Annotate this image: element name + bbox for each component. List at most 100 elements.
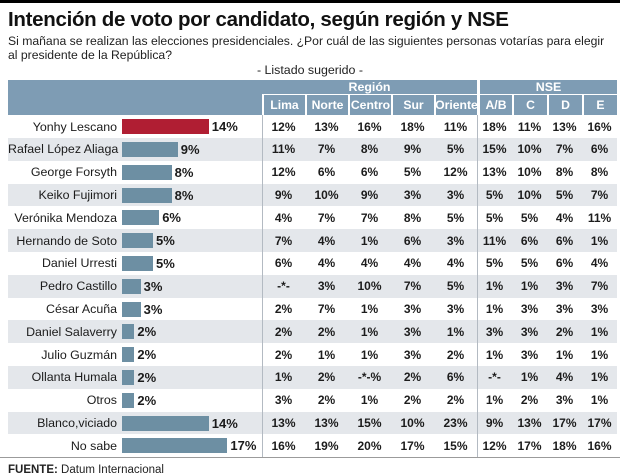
candidate-name: Daniel Salaverry xyxy=(26,324,117,339)
vote-value: 6% xyxy=(162,210,181,226)
candidate-name: César Acuña xyxy=(46,302,117,317)
vote-value: 5% xyxy=(156,255,175,271)
region-cell: 12% xyxy=(443,165,468,180)
nse-cell: 6% xyxy=(555,256,574,271)
nse-cell: 16% xyxy=(587,438,612,453)
bar-cell: 3% xyxy=(122,298,262,321)
vote-bar xyxy=(122,415,209,431)
table-row: Pedro Castillo 3% -*- 3% 10% 7% 5% 1% 1% 3% 7% xyxy=(8,274,617,298)
nse-cell: 11% xyxy=(482,233,507,248)
divider-region xyxy=(262,115,263,458)
candidate-name: Pedro Castillo xyxy=(39,279,117,294)
vote-bar xyxy=(122,392,135,408)
column-header-nse-d: D xyxy=(547,95,582,116)
region-cell: 2% xyxy=(317,393,336,408)
bar-cell: 14% xyxy=(122,115,262,138)
vote-bar xyxy=(122,119,209,135)
nse-cell: 1% xyxy=(590,324,609,339)
nse-cell: 7% xyxy=(590,188,609,203)
nse-cell: 11% xyxy=(517,119,542,134)
region-cell: 6% xyxy=(403,233,422,248)
vote-value: 8% xyxy=(174,164,194,180)
region-cell: 4% xyxy=(403,256,422,271)
page-title: Intención de voto por candidato, según r… xyxy=(8,8,509,31)
region-cell: 3% xyxy=(274,393,293,408)
region-cell: 1% xyxy=(274,370,293,385)
source-label: FUENTE: xyxy=(8,464,58,476)
vote-value: 9% xyxy=(180,141,200,157)
footer-divider xyxy=(0,457,620,459)
region-cell: 2% xyxy=(446,347,465,362)
table-body: Yonhy Lescano 14% 12% 13% 16% 18% 11% 18% 11% 13%… xyxy=(8,115,617,458)
column-header-region-lima: Lima xyxy=(262,95,305,116)
region-cell: 7% xyxy=(403,279,422,294)
table-row: Rafael López Aliaga 9% 11% 7% 8% 9% 5% 15% 10% 7%… xyxy=(8,138,617,161)
region-cell: 8% xyxy=(360,142,379,157)
nse-cell: 6% xyxy=(555,233,574,248)
nse-cell: 10% xyxy=(517,165,542,180)
bar-cell: 8% xyxy=(122,161,262,184)
table-row: César Acuña 3% 2% 7% 1% 3% 3% 1% 3% 3% 3% xyxy=(8,298,617,321)
nse-cell: 18% xyxy=(482,119,507,134)
candidate-name: Blanco,viciado xyxy=(37,416,117,431)
region-cell: 6% xyxy=(274,256,293,271)
nse-cell: 12% xyxy=(482,438,507,453)
region-cell: 10% xyxy=(400,416,425,431)
nse-cell: 2% xyxy=(555,324,574,339)
bar-cell: 2% xyxy=(122,366,262,389)
region-cell: 3% xyxy=(446,302,465,317)
nse-cell: 5% xyxy=(555,188,574,203)
nse-cell: 1% xyxy=(590,347,609,362)
candidate-name: Keiko Fujimori xyxy=(38,188,118,203)
region-cell: 2% xyxy=(403,370,422,385)
vote-value: 14% xyxy=(211,415,238,431)
nse-cell: 17% xyxy=(517,438,542,453)
header-group-region: Región xyxy=(262,80,477,96)
nse-cell: 1% xyxy=(555,347,574,362)
region-cell: 13% xyxy=(314,119,339,134)
region-cell: 12% xyxy=(271,119,296,134)
region-cell: 2% xyxy=(274,302,293,317)
region-cell: 5% xyxy=(403,165,422,180)
nse-cell: 1% xyxy=(520,370,539,385)
region-cell: 11% xyxy=(271,142,296,157)
region-cell: 4% xyxy=(274,210,293,225)
vote-bar xyxy=(122,278,141,294)
bar-cell: 5% xyxy=(122,229,262,252)
vote-bar xyxy=(122,347,135,363)
bar-cell: 14% xyxy=(122,412,262,435)
region-cell: 1% xyxy=(360,233,379,248)
region-cell: 4% xyxy=(317,256,336,271)
region-cell: 19% xyxy=(314,438,339,453)
candidate-name: Daniel Urresti xyxy=(41,256,117,271)
region-cell: 4% xyxy=(317,233,336,248)
nse-cell: 1% xyxy=(485,279,504,294)
nse-cell: 1% xyxy=(485,302,504,317)
region-cell: 16% xyxy=(357,119,382,134)
nse-cell: 4% xyxy=(590,256,609,271)
nse-cell: 18% xyxy=(552,438,577,453)
column-header-region-sur: Sur xyxy=(391,95,434,116)
candidate-name: Rafael López Aliaga xyxy=(8,142,119,157)
table-row: Daniel Urresti 5% 6% 4% 4% 4% 4% 5% 5% 6% 4% xyxy=(8,252,617,275)
bar-cell: 3% xyxy=(122,275,262,298)
region-cell: 1% xyxy=(360,393,379,408)
region-cell: 2% xyxy=(274,324,293,339)
vote-bar xyxy=(122,164,172,180)
bar-cell: 8% xyxy=(122,184,262,207)
nse-cell: 3% xyxy=(555,279,574,294)
region-cell: 6% xyxy=(446,370,465,385)
nse-cell: 4% xyxy=(555,370,574,385)
region-cell: 7% xyxy=(317,142,336,157)
source-value: Datum Internacional xyxy=(61,464,164,476)
region-cell: 7% xyxy=(317,210,336,225)
region-cell: 5% xyxy=(446,142,465,157)
region-cell: 1% xyxy=(317,347,336,362)
region-cell: 2% xyxy=(317,370,336,385)
vote-bar xyxy=(122,369,135,385)
nse-cell: 10% xyxy=(517,142,542,157)
nse-cell: 3% xyxy=(555,302,574,317)
table-row: Ollanta Humala 2% 1% 2% -*-% 2% 6% -*- 1% 4% 1% xyxy=(8,366,617,389)
vote-value: 3% xyxy=(143,278,163,294)
